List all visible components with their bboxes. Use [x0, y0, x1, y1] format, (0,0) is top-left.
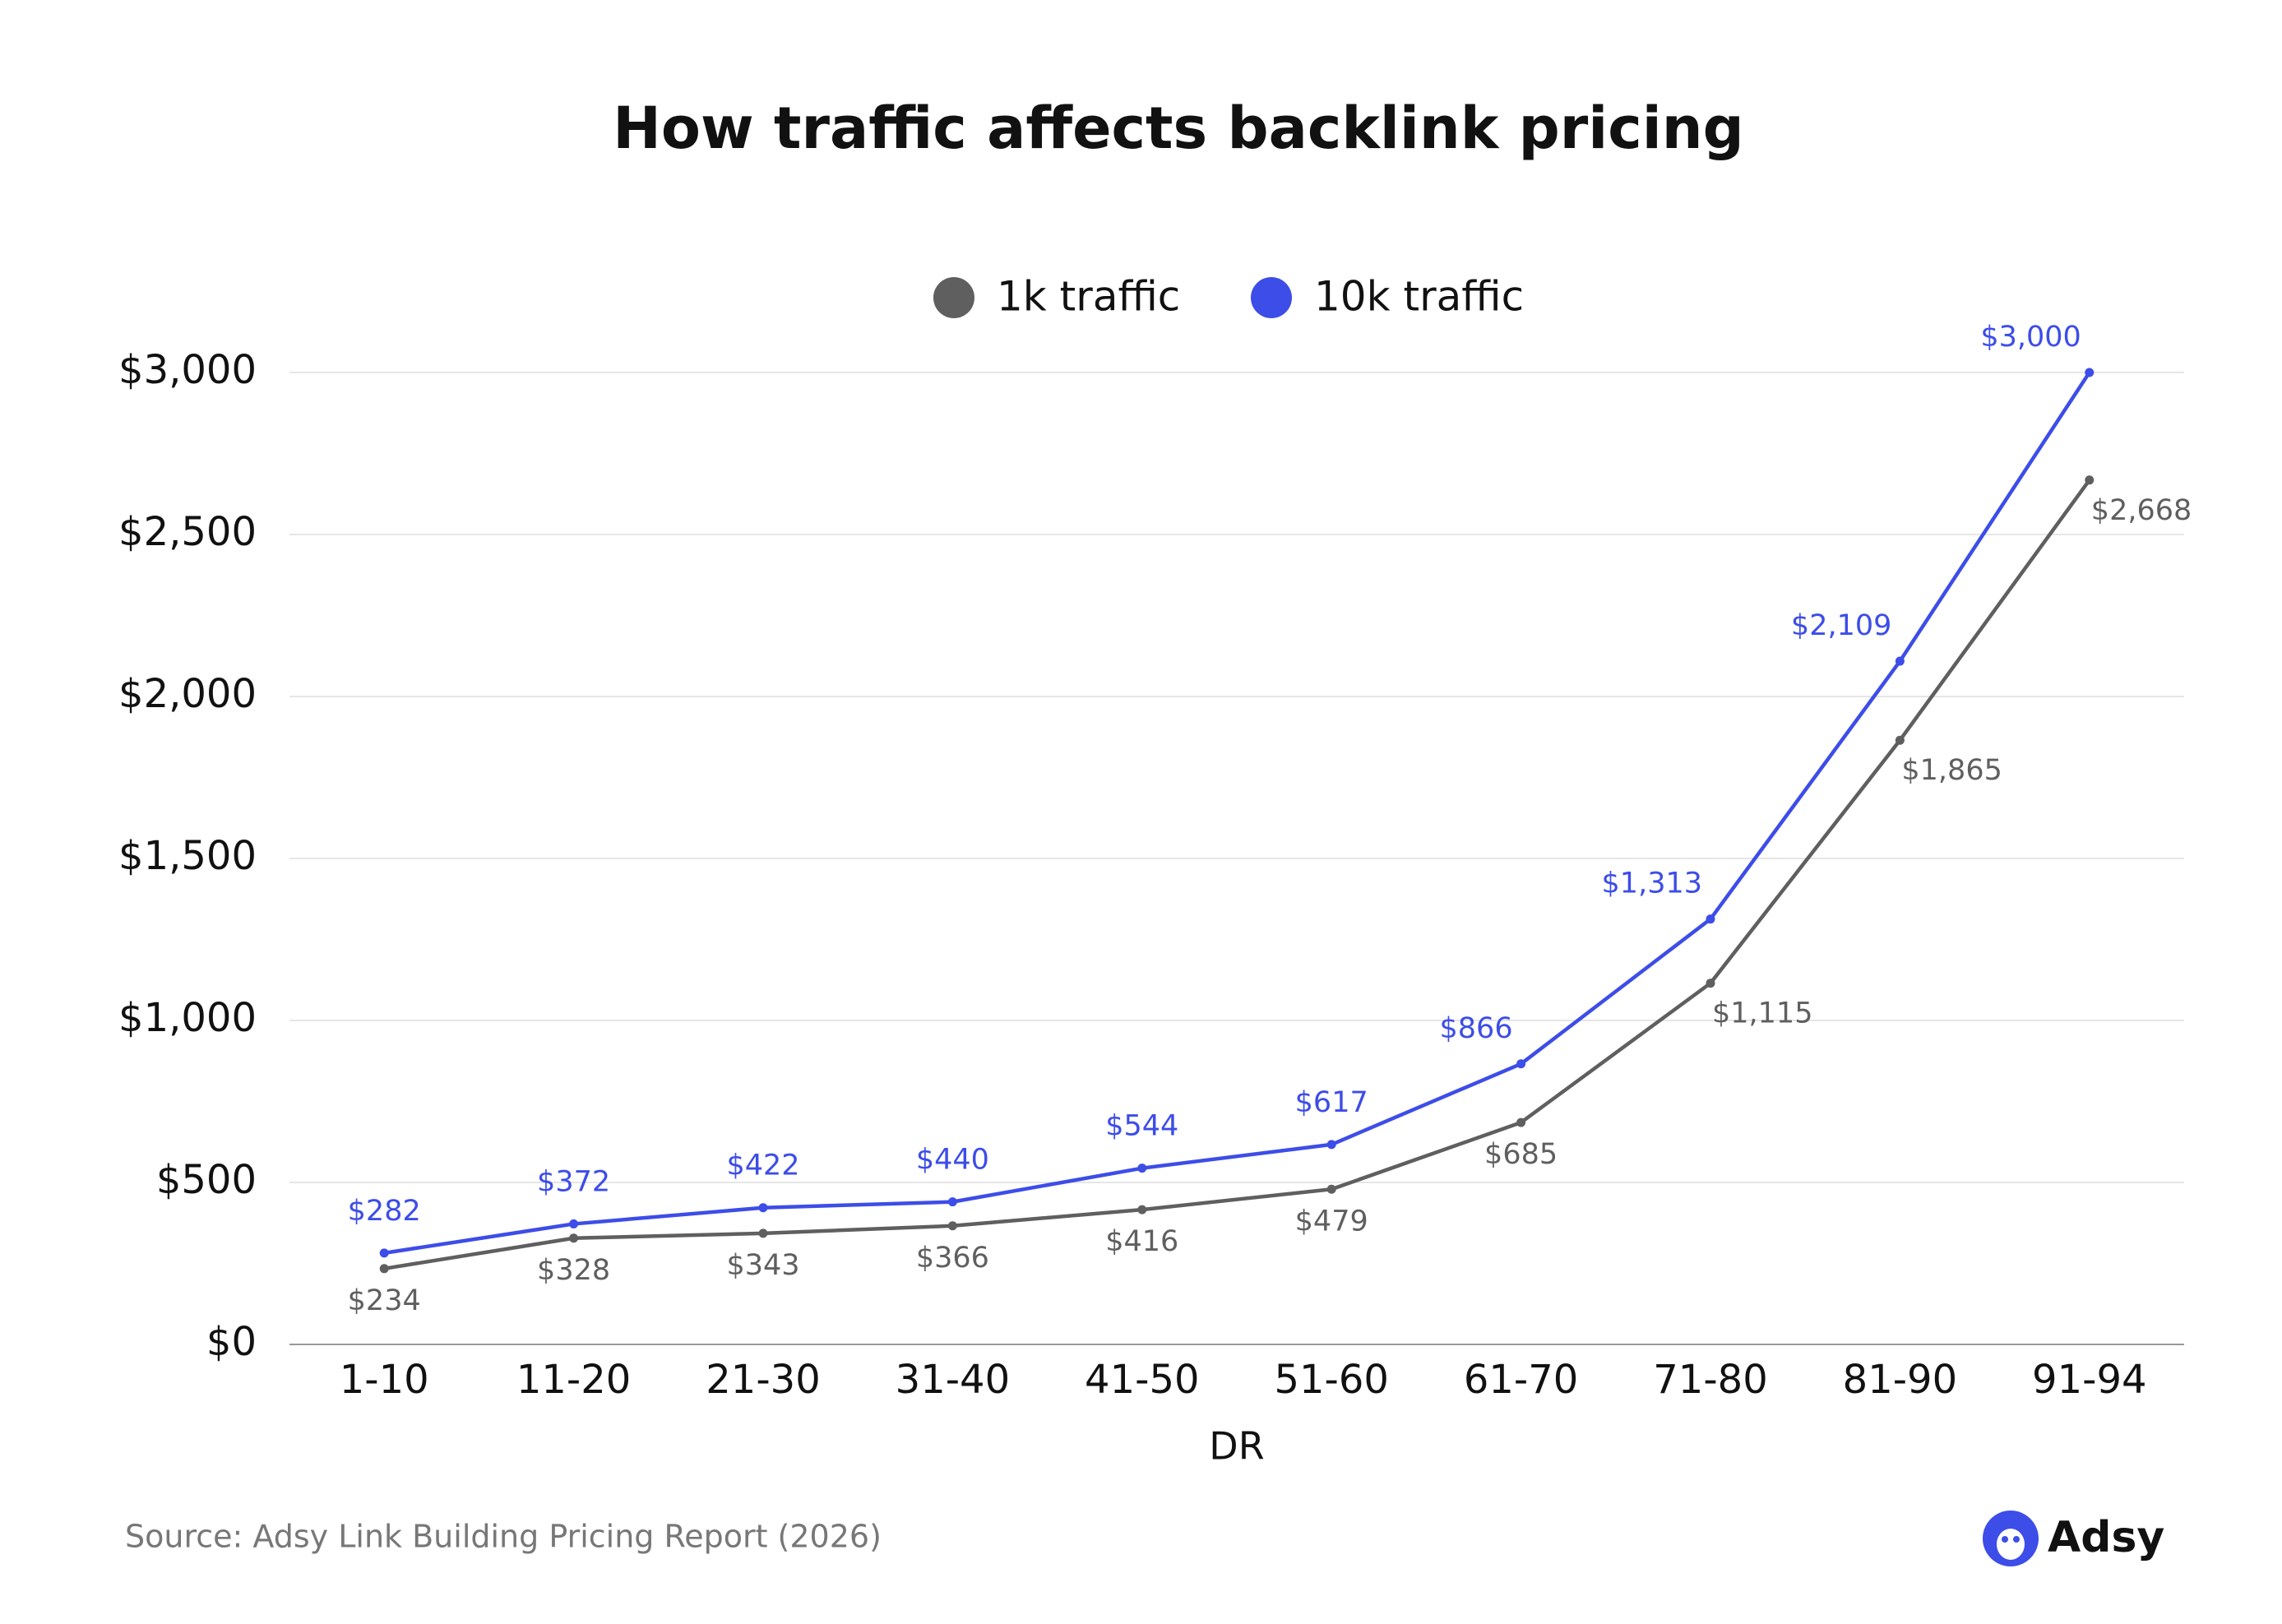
legend-label: 10k traffic [1314, 273, 1524, 321]
x-tick-label: 41-50 [1085, 1357, 1199, 1403]
data-label: $328 [537, 1254, 610, 1287]
legend: 1k traffic 10k traffic [933, 273, 1524, 321]
y-tick-label: $1,500 [118, 833, 257, 879]
chart-title: How traffic affects backlink pricing [613, 95, 1743, 162]
x-tick-label: 11-20 [516, 1357, 631, 1403]
data-point [1706, 979, 1715, 988]
series-line [383, 479, 2091, 1271]
y-tick-label: $1,000 [118, 995, 257, 1041]
logo-eye [2013, 1536, 2020, 1543]
legend-marker [933, 277, 974, 318]
x-axis-label: DR [1209, 1424, 1264, 1469]
data-label: $1,313 [1602, 868, 1702, 900]
data-label: $2,668 [2091, 494, 2192, 527]
data-label: $617 [1295, 1086, 1368, 1119]
data-point [379, 1248, 389, 1258]
x-tick-label: 71-80 [1653, 1357, 1767, 1403]
data-label: $416 [1105, 1225, 1178, 1258]
y-tick-label: $2,000 [118, 671, 257, 717]
data-point [569, 1219, 579, 1228]
data-point [758, 1228, 768, 1238]
y-tick-label: $2,500 [118, 509, 257, 555]
data-point [1326, 1184, 1336, 1194]
data-point [2085, 368, 2095, 377]
data-label: $343 [726, 1249, 799, 1282]
logo-eye [2002, 1536, 2008, 1543]
source: Source: Adsy Link Building Pricing Repor… [125, 1519, 882, 1555]
data-label: $422 [726, 1150, 799, 1182]
brand: Adsy [2048, 1513, 2164, 1562]
data-point [379, 1264, 389, 1274]
data-label: $1,115 [1712, 997, 1812, 1030]
data-point [1516, 1059, 1526, 1069]
legend-marker [1251, 277, 1292, 318]
data-label: $2,109 [1791, 609, 1891, 642]
data-point [947, 1221, 957, 1231]
data-label: $440 [916, 1144, 989, 1177]
data-point [2085, 475, 2095, 485]
data-label: $479 [1295, 1205, 1368, 1238]
data-label: $685 [1484, 1138, 1558, 1171]
logo: Adsy [1983, 1511, 2164, 1566]
data-point [947, 1197, 957, 1207]
x-tick-label: 51-60 [1274, 1357, 1388, 1403]
x-tick-label: 1-10 [340, 1357, 429, 1403]
data-label: $234 [348, 1284, 421, 1317]
data-label: $866 [1440, 1012, 1513, 1045]
y-tick-label: $500 [156, 1157, 257, 1203]
data-point [569, 1233, 579, 1243]
data-point [1516, 1117, 1526, 1127]
data-point [1137, 1164, 1147, 1173]
y-tick-label: $3,000 [118, 347, 257, 393]
x-tick-label: 21-30 [706, 1357, 820, 1403]
data-point [1895, 735, 1905, 745]
x-tick-label: 91-94 [2032, 1357, 2146, 1403]
data-point [1706, 914, 1715, 924]
logo-owl [1997, 1529, 2025, 1560]
legend-label: 1k traffic [997, 273, 1180, 321]
x-tick-label: 61-70 [1464, 1357, 1578, 1403]
data-label: $366 [916, 1242, 989, 1275]
data-label: $372 [537, 1165, 610, 1198]
data-label: $282 [348, 1195, 421, 1228]
x-tick-label: 81-90 [1843, 1357, 1957, 1403]
data-label: $544 [1105, 1110, 1178, 1143]
data-point [758, 1203, 768, 1213]
data-point [1326, 1140, 1336, 1150]
data-point [1137, 1205, 1147, 1215]
data-label: $3,000 [1980, 321, 2081, 354]
y-tick-label: $0 [206, 1319, 257, 1365]
data-label: $1,865 [1901, 754, 2002, 787]
data-point [1895, 656, 1905, 666]
x-tick-label: 31-40 [896, 1357, 1010, 1403]
series-line [383, 371, 2091, 1256]
